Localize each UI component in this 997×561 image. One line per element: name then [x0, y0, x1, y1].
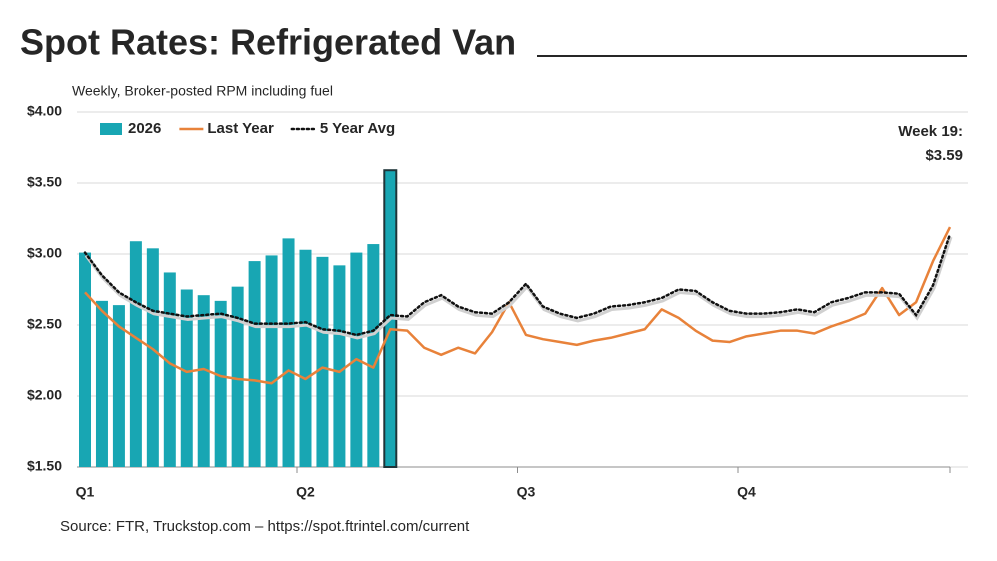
- bar: [231, 286, 244, 467]
- bar: [146, 248, 159, 467]
- line: [84, 226, 952, 385]
- bar: [282, 238, 295, 467]
- bar: [316, 256, 329, 467]
- line: [83, 232, 952, 337]
- annotation: $3.59: [925, 147, 963, 164]
- line-shadow: [84, 236, 953, 340]
- subtitle: Weekly, Broker-posted RPM including fuel: [72, 83, 333, 99]
- bar: [79, 252, 91, 467]
- bar: [197, 295, 210, 467]
- bar: [248, 261, 261, 467]
- bar: [299, 249, 312, 467]
- bar: [214, 300, 227, 467]
- bar: [180, 289, 193, 467]
- source-note: Source: FTR, Truckstop.com – https://spo…: [60, 518, 470, 535]
- y-tick-label: $2.50: [27, 316, 62, 332]
- x-tick-label: Q1: [76, 484, 95, 500]
- y-tick-label: $3.00: [27, 245, 62, 261]
- y-tick-label: $3.50: [27, 174, 62, 190]
- y-tick-label: $1.50: [27, 458, 62, 474]
- annotation: Week 19:: [898, 123, 963, 140]
- bar: [333, 265, 346, 467]
- x-tick-label: Q3: [517, 484, 536, 500]
- bar: [265, 255, 278, 467]
- legend-label: 2026: [128, 120, 161, 137]
- bar: [95, 300, 108, 467]
- bar: [163, 272, 176, 467]
- x-tick-label: Q4: [737, 484, 756, 500]
- bar: [112, 305, 125, 467]
- y-tick-label: $4.00: [27, 103, 62, 119]
- bar: [129, 241, 142, 467]
- y-tick-label: $2.00: [27, 387, 62, 403]
- chart-title: Spot Rates: Refrigerated Van: [20, 22, 516, 63]
- x-tick-label: Q2: [296, 484, 315, 500]
- bar: [367, 244, 380, 467]
- legend-swatch: [100, 123, 122, 135]
- legend-label: Last Year: [207, 120, 274, 137]
- legend-label: 5 Year Avg: [320, 120, 395, 137]
